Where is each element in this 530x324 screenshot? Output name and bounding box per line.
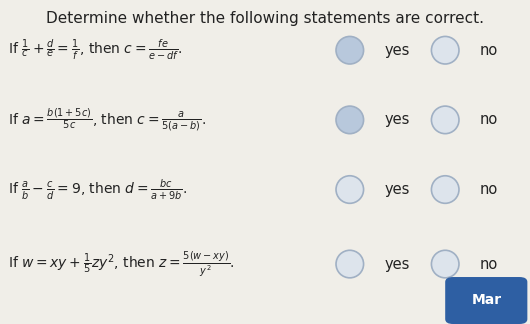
Text: no: no <box>480 112 498 127</box>
Ellipse shape <box>431 176 459 203</box>
Text: no: no <box>480 43 498 58</box>
Text: Determine whether the following statements are correct.: Determine whether the following statemen… <box>46 11 484 26</box>
Text: no: no <box>480 182 498 197</box>
Text: yes: yes <box>384 182 410 197</box>
Text: Mar: Mar <box>472 293 501 307</box>
Ellipse shape <box>431 36 459 64</box>
Text: yes: yes <box>384 112 410 127</box>
Ellipse shape <box>431 106 459 134</box>
Ellipse shape <box>336 106 364 134</box>
Text: no: no <box>480 257 498 272</box>
Text: If $\frac{1}{c} + \frac{d}{e} = \frac{1}{f}$, then $c = \frac{fe}{e - df}$.: If $\frac{1}{c} + \frac{d}{e} = \frac{1}… <box>8 38 183 63</box>
Text: yes: yes <box>384 43 410 58</box>
Text: If $\frac{a}{b} - \frac{c}{d} = 9$, then $d = \frac{bc}{a + 9b}$.: If $\frac{a}{b} - \frac{c}{d} = 9$, then… <box>8 177 188 202</box>
Ellipse shape <box>336 250 364 278</box>
Ellipse shape <box>431 250 459 278</box>
Text: yes: yes <box>384 257 410 272</box>
Text: If $w = xy + \frac{1}{5} zy^2$, then $z = \frac{5(w - xy)}{y^2}$.: If $w = xy + \frac{1}{5} zy^2$, then $z … <box>8 249 235 279</box>
Ellipse shape <box>336 176 364 203</box>
Text: If $a = \frac{b(1 + 5c)}{5c}$, then $c = \frac{a}{5(a - b)}$.: If $a = \frac{b(1 + 5c)}{5c}$, then $c =… <box>8 106 206 133</box>
Ellipse shape <box>336 36 364 64</box>
FancyBboxPatch shape <box>445 277 527 324</box>
